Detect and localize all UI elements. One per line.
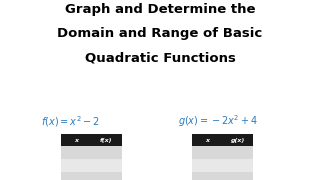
FancyBboxPatch shape (61, 159, 91, 172)
FancyBboxPatch shape (192, 159, 222, 172)
FancyBboxPatch shape (222, 134, 253, 146)
Text: x: x (205, 138, 209, 143)
Text: $g(x) = -2x^2 + 4$: $g(x) = -2x^2 + 4$ (178, 114, 258, 129)
FancyBboxPatch shape (61, 134, 91, 146)
FancyBboxPatch shape (222, 146, 253, 159)
FancyBboxPatch shape (222, 159, 253, 172)
Text: g(x): g(x) (230, 138, 245, 143)
FancyBboxPatch shape (222, 172, 253, 180)
Text: Quadratic Functions: Quadratic Functions (84, 51, 236, 64)
Text: f(x): f(x) (100, 138, 113, 143)
FancyBboxPatch shape (91, 146, 122, 159)
Text: $f(x) = x^2 - 2$: $f(x) = x^2 - 2$ (41, 114, 100, 129)
FancyBboxPatch shape (192, 134, 222, 146)
Text: Domain and Range of Basic: Domain and Range of Basic (57, 27, 263, 40)
Text: Graph and Determine the: Graph and Determine the (65, 3, 255, 16)
FancyBboxPatch shape (61, 172, 91, 180)
FancyBboxPatch shape (192, 172, 222, 180)
FancyBboxPatch shape (192, 146, 222, 159)
FancyBboxPatch shape (91, 134, 122, 146)
FancyBboxPatch shape (61, 146, 91, 159)
FancyBboxPatch shape (91, 172, 122, 180)
Text: x: x (74, 138, 78, 143)
FancyBboxPatch shape (91, 159, 122, 172)
